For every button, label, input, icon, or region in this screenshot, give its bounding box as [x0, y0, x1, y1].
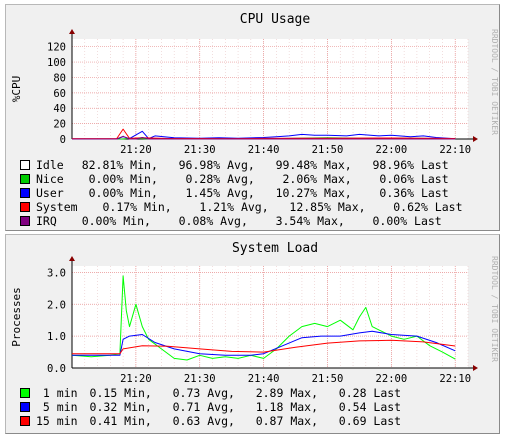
legend-swatch — [20, 216, 30, 226]
legend-item: Nice 0.00% Min, 0.28% Avg, 2.06% Max, 0.… — [20, 172, 463, 186]
x-tick-label: 22:00 — [376, 144, 408, 156]
legend-name: System — [36, 200, 78, 214]
x-tick-label: 22:00 — [376, 373, 408, 385]
legend-stats: 0.41 Min, 0.63 Avg, 0.87 Max, 0.69 Last — [89, 414, 402, 428]
legend-stats: 0.17% Min, 1.21% Avg, 12.85% Max, 0.62% … — [95, 200, 463, 214]
plot-area — [72, 266, 468, 368]
y-axis-arrow — [69, 256, 75, 261]
x-tick-label: 21:50 — [312, 144, 344, 156]
legend-name: Idle — [36, 158, 64, 172]
plot-area — [72, 39, 468, 139]
load-legend: 1 min 0.15 Min, 0.73 Avg, 2.89 Max, 0.28 … — [20, 386, 401, 428]
legend-swatch — [20, 174, 30, 184]
system-load-chart: 0.0 1.0 2.0 3.0 21:20 21:30 21:40 21:50 22:00 22:… — [10, 241, 499, 385]
y-tick-label: 20 — [53, 119, 66, 131]
legend-swatch — [20, 188, 30, 198]
legend-name: User — [36, 186, 64, 200]
chart-title: System Load — [232, 241, 318, 256]
y-tick-label: 40 — [53, 103, 66, 115]
legend-swatch — [20, 160, 30, 170]
y-tick-label: 1.0 — [47, 331, 66, 343]
chart-title: CPU Usage — [240, 12, 311, 27]
series-line-irq — [72, 135, 456, 140]
legend-item: 15 min 0.41 Min, 0.63 Avg, 0.87 Max, 0.69… — [20, 414, 401, 428]
legend-item: Idle 82.81% Min, 96.98% Avg, 99.48% Max, … — [20, 158, 463, 172]
legend-swatch — [20, 388, 30, 398]
series-line-user — [72, 130, 456, 140]
cpu-usage-chart: 0 20 40 60 80 100 120 21:20 21:30 21:40 21:50 22:00… — [10, 12, 499, 156]
legend-swatch — [20, 202, 30, 212]
legend-item: User 0.00% Min, 1.45% Avg, 10.27% Max, 0… — [20, 186, 463, 200]
legend-swatch — [20, 416, 30, 426]
watermark-text: RRDTOOL / TOBI OETIKER — [490, 29, 499, 135]
y-axis-label: Processes — [10, 287, 23, 347]
legend-stats: 0.00% Min, 0.28% Avg, 2.06% Max, 0.06% L… — [81, 172, 449, 186]
x-tick-label: 21:50 — [312, 373, 344, 385]
series-line-1-min — [71, 275, 456, 361]
y-tick-label: 2.0 — [47, 299, 66, 311]
x-tick-label: 21:40 — [248, 144, 280, 156]
legend-name: IRQ — [36, 214, 57, 228]
y-tick-label: 100 — [47, 57, 66, 69]
legend-stats: 0.15 Min, 0.73 Avg, 2.89 Max, 0.28 Last — [89, 386, 402, 400]
y-tick-label: 60 — [53, 88, 66, 100]
legend-stats: 82.81% Min, 96.98% Avg, 99.48% Max, 98.9… — [81, 158, 449, 172]
legend-name: 1 min — [36, 386, 78, 400]
legend-swatch — [20, 402, 30, 412]
series-line-5-min — [72, 330, 456, 356]
y-tick-label: 3.0 — [47, 267, 66, 279]
y-tick-label: 120 — [47, 42, 66, 54]
cpu-usage-panel: 0 20 40 60 80 100 120 21:20 21:30 21:40 21:50 22:00… — [5, 4, 500, 231]
series-line-15-min — [72, 339, 456, 355]
x-tick-label: 21:20 — [120, 144, 152, 156]
x-tick-label: 21:30 — [184, 373, 216, 385]
x-tick-label: 22:10 — [439, 373, 471, 385]
x-tick-label: 21:30 — [184, 144, 216, 156]
x-tick-label: 21:20 — [120, 373, 152, 385]
x-axis-arrow — [473, 136, 478, 142]
legend-name: Nice — [36, 172, 64, 186]
legend-stats: 0.32 Min, 0.71 Avg, 1.18 Max, 0.54 Last — [89, 400, 402, 414]
legend-name: 15 min — [36, 414, 78, 428]
legend-item: System 0.17% Min, 1.21% Avg, 12.85% Max,… — [20, 200, 463, 214]
y-tick-label: 0 — [60, 134, 66, 146]
cpu-legend: Idle 82.81% Min, 96.98% Avg, 99.48% Max, … — [20, 158, 463, 228]
legend-item: 1 min 0.15 Min, 0.73 Avg, 2.89 Max, 0.28 … — [20, 386, 401, 400]
legend-name: 5 min — [36, 400, 78, 414]
y-tick-label: 0.0 — [47, 363, 66, 375]
x-tick-label: 22:10 — [439, 144, 471, 156]
system-load-panel: 0.0 1.0 2.0 3.0 21:20 21:30 21:40 21:50 22:00 22:… — [5, 234, 500, 434]
x-axis-arrow — [473, 365, 478, 371]
legend-stats: 0.00% Min, 0.08% Avg, 3.54% Max, 0.00% L… — [74, 214, 442, 228]
legend-stats: 0.00% Min, 1.45% Avg, 10.27% Max, 0.36% … — [81, 186, 449, 200]
legend-item: 5 min 0.32 Min, 0.71 Avg, 1.18 Max, 0.54 … — [20, 400, 401, 414]
watermark-text: RRDTOOL / TOBI OETIKER — [490, 256, 499, 362]
x-tick-label: 21:40 — [248, 373, 280, 385]
y-axis-arrow — [69, 29, 75, 34]
legend-item: IRQ 0.00% Min, 0.08% Avg, 3.54% Max, 0.0… — [20, 214, 463, 228]
y-axis-label: %CPU — [10, 76, 23, 103]
y-tick-label: 80 — [53, 72, 66, 84]
